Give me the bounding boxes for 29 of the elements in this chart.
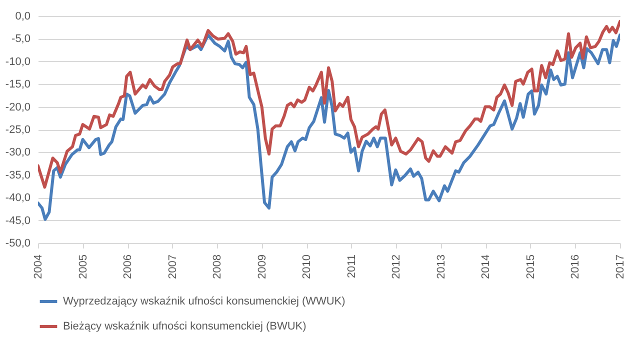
y-tick-label: -40,0 [5,192,30,204]
legend-label: Wyprzedzający wskaźnik ufności konsumenckiej (WWUK) [63,296,346,308]
y-tick-label: -30,0 [5,146,30,159]
y-tick-label: -35,0 [5,169,30,182]
x-tick-label: 2009 [256,254,268,279]
y-tick-label: -25,0 [5,124,30,136]
x-tick-label: 2015 [524,254,537,279]
x-tick-label: 2017 [614,254,626,279]
x-tick-label: 2010 [301,254,314,279]
y-tick-label: -10,0 [5,56,30,68]
y-tick-label: -15,0 [5,78,30,91]
y-tick-label: 0,0 [15,10,30,22]
x-tick-label: 2007 [166,254,179,279]
x-tick-label: 2013 [435,254,448,279]
x-tick-label: 2005 [77,254,90,279]
x-tick-label: 2016 [570,254,582,279]
line-series [38,34,620,221]
x-tick-label: 2014 [480,254,492,279]
x-tick-label: 2012 [390,254,403,279]
y-tick-label: -20,0 [5,101,30,114]
y-tick-label: -50,0 [5,238,30,250]
y-tick-label: -45,0 [5,214,30,227]
line-series [38,20,620,189]
x-tick-label: 2004 [32,254,44,279]
x-tick-label: 2008 [212,254,224,279]
x-tick-label: 2011 [346,254,358,278]
x-tick-label: 2006 [122,254,134,279]
legend-label: Bieżący wskaźnik ufności konsumenckiej (BWUK) [63,320,306,332]
y-tick-label: -5,0 [12,33,30,46]
